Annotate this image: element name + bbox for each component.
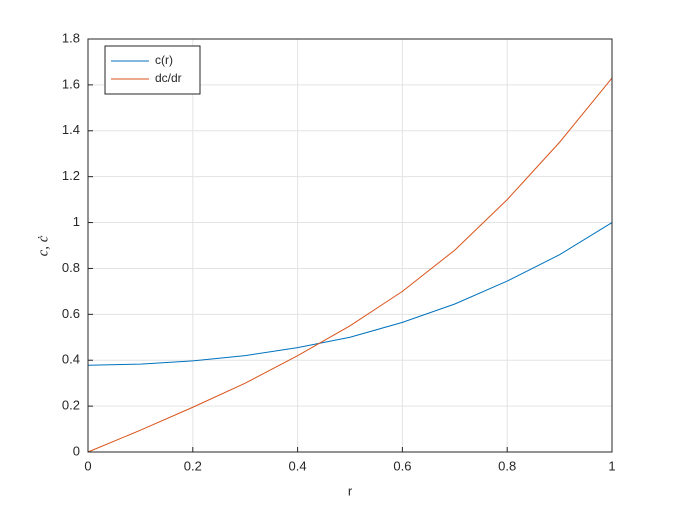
- x-tick-label: 0: [84, 458, 91, 473]
- y-tick-label: 1.4: [62, 122, 80, 137]
- data-line: [87, 222, 613, 366]
- y-tick-label: 1.2: [62, 168, 80, 183]
- y-tick-label: 0.8: [62, 260, 80, 275]
- legend-label: c(r): [155, 53, 173, 67]
- y-tick-label: 0.6: [62, 306, 80, 321]
- x-tick-label: 0.4: [289, 458, 307, 473]
- legend-label: dc/dr: [155, 71, 182, 85]
- x-tick-label: 0.2: [184, 458, 202, 473]
- y-tick-label: 1: [73, 214, 80, 229]
- y-tick-label: 1.8: [62, 30, 80, 45]
- x-axis-label: r: [348, 483, 353, 498]
- x-tick-label: 0.6: [393, 458, 411, 473]
- y-axis-label: c, ċ: [35, 235, 51, 256]
- data-line: [87, 77, 613, 453]
- y-tick-label: 0: [73, 443, 80, 458]
- axes-box: [87, 38, 613, 453]
- legend: c(r) dc/dr: [104, 45, 201, 95]
- y-tick-label: 1.6: [62, 76, 80, 91]
- y-tick-label: 0.4: [62, 352, 80, 367]
- legend-box: [104, 45, 201, 95]
- y-tick-label: 0.2: [62, 398, 80, 413]
- x-tick-label: 0.8: [498, 458, 516, 473]
- x-tick-label: 1: [608, 458, 615, 473]
